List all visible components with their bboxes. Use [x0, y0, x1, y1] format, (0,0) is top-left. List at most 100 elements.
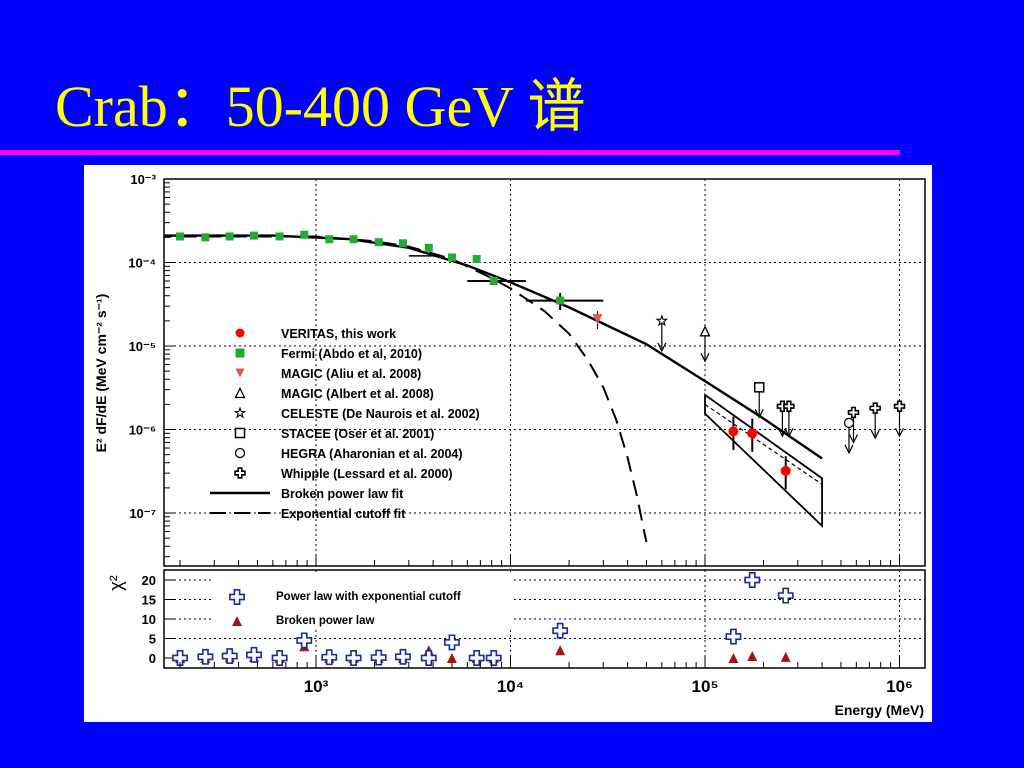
residual-legend-box: [212, 575, 512, 630]
title-underline: [0, 150, 900, 155]
x-tick-label: 10⁵: [692, 677, 719, 696]
slide-title: Crab：50-400 GeV 谱: [55, 74, 586, 139]
legend-label: HEGRA (Aharonian et al. 2004): [281, 447, 463, 461]
legend-marker: [235, 348, 245, 358]
residual-legend-label: Broken power law: [276, 615, 374, 627]
legend-label: VERITAS, this work: [281, 327, 396, 341]
upper-limit-arrow-head: [870, 429, 880, 440]
legend-label: MAGIC (Albert et al. 2008): [281, 387, 434, 401]
legend-label: STACEE (Oser et al. 2001): [281, 427, 434, 441]
legend-marker: [235, 328, 245, 338]
pl-residual-point: [321, 649, 338, 666]
fermi-point: [398, 239, 407, 248]
veritas-point: [747, 428, 758, 439]
upper-limit-point: [869, 402, 881, 414]
residual-y-tick-label: 10: [142, 612, 156, 627]
magic-aliu-point: [592, 314, 603, 325]
legend-marker: [234, 447, 246, 459]
spectrum-points: [176, 230, 906, 490]
fermi-point: [556, 296, 565, 305]
fermi-point: [176, 232, 185, 241]
pl-residual-point: [420, 650, 437, 666]
residual-y-tick-label: 20: [142, 573, 156, 588]
legend-marker: [235, 368, 245, 378]
pl-residual-point: [468, 650, 485, 666]
y-tick-label: 10⁻⁴: [128, 256, 156, 271]
pl-residual-point: [485, 650, 502, 666]
fermi-point: [325, 235, 334, 244]
exponential-cutoff-fit-line: [164, 235, 648, 543]
spectrum-figure: 10⁻³ 10⁻⁴ 10⁻⁵ 10⁻⁶ 10⁻⁷ E² dF/dE (MeV cm⁻² …: [84, 165, 932, 722]
legend-label: Whipple (Lessard et al. 2000): [281, 467, 453, 481]
upper-limit-arrow-head: [700, 353, 710, 363]
spectrum-y-ticks: 10⁻³ 10⁻⁴ 10⁻⁵ 10⁻⁶ 10⁻⁷: [128, 172, 176, 558]
pl-residual-point: [552, 622, 569, 639]
bpl-residual-point: [728, 653, 739, 663]
pl-residual-point: [296, 632, 313, 649]
veritas-butterfly-band: [704, 393, 824, 529]
pl-residual-point: [777, 587, 794, 604]
residual-y-axis-label: χ²: [106, 575, 126, 590]
pl-residual-point: [395, 648, 411, 665]
veritas-point: [780, 465, 791, 476]
fermi-point: [472, 255, 481, 264]
pl-residual-point: [744, 572, 761, 588]
pl-residual-point: [172, 650, 188, 666]
residual-grid: [164, 570, 925, 668]
fermi-point: [275, 232, 284, 241]
legend-label: Broken power law fit: [281, 487, 404, 501]
broken-power-law-fit-line: [164, 234, 823, 460]
y-tick-label: 10⁻⁵: [129, 339, 156, 354]
fermi-point: [374, 238, 383, 247]
upper-limit-point: [843, 417, 855, 429]
residual-y-tick-label: 0: [149, 651, 156, 666]
residual-points: [172, 572, 794, 666]
upper-limit-point: [753, 382, 765, 393]
pl-residual-point: [444, 634, 460, 651]
bpl-residual-point: [446, 653, 457, 663]
y-tick-label: 10⁻⁶: [129, 423, 156, 438]
bpl-residual-point: [780, 651, 791, 662]
legend-marker: [234, 467, 246, 479]
crab-spectrum-chart: 10⁻³ 10⁻⁴ 10⁻⁵ 10⁻⁶ 10⁻⁷ E² dF/dE (MeV cm⁻² …: [93, 172, 926, 718]
upper-limit-arrow-head: [657, 342, 667, 353]
upper-limit-point: [655, 314, 669, 327]
legend-marker: [234, 387, 246, 399]
legend-marker: [229, 589, 245, 605]
upper-limit-point: [893, 400, 906, 412]
veritas-power-law-dashed: [704, 403, 823, 485]
legend-marker: [233, 406, 247, 419]
spectrum-grid: [164, 179, 925, 566]
pl-residual-point: [197, 648, 214, 665]
fermi-point: [225, 232, 234, 241]
spectrum-y-axis-label: E² dF/dE (MeV cm⁻² s⁻¹): [93, 294, 109, 453]
residual-legend: Power law with exponential cutoff Broken …: [229, 589, 461, 627]
x-tick-label: 10⁶: [886, 677, 913, 696]
upper-limit-arrow-head: [848, 434, 859, 444]
upper-limit-arrow-head: [894, 427, 905, 438]
x-tick-label: 10³: [304, 677, 329, 696]
legend-label: Fermi (Abdo et al, 2010): [281, 347, 422, 361]
pl-residual-point: [370, 649, 387, 666]
pl-residual-point: [725, 628, 742, 645]
fermi-point: [424, 243, 433, 252]
upper-limit-arrow-head: [844, 444, 854, 455]
upper-limit-arrow-head: [784, 427, 794, 438]
pl-residual-point: [221, 648, 238, 664]
residual-legend-label: Power law with exponential cutoff: [276, 591, 461, 603]
legend-label: Exponential cutoff fit: [281, 507, 406, 521]
x-tick-label: 10⁴: [497, 677, 524, 696]
fermi-point: [349, 235, 358, 244]
fermi-point: [489, 277, 498, 286]
fermi-point: [300, 230, 309, 239]
legend-label: MAGIC (Aliu et al. 2008): [281, 367, 421, 381]
residual-y-ticks: 20 15 10 5 0: [142, 573, 174, 666]
fermi-point: [447, 253, 456, 262]
x-axis-label: Energy (MeV): [835, 702, 924, 718]
upper-limit-point: [783, 400, 795, 412]
legend-marker: [234, 427, 246, 439]
upper-limit-point: [699, 325, 711, 337]
fit-curves: [164, 234, 824, 543]
y-tick-label: 10⁻⁷: [129, 506, 156, 521]
bpl-residual-point: [555, 645, 566, 656]
